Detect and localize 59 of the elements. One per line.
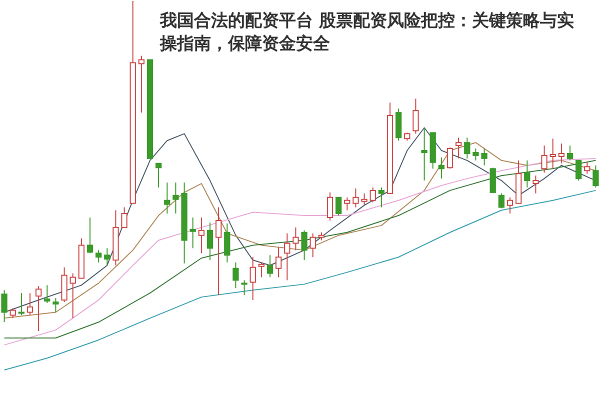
candlestick xyxy=(198,217,204,254)
candlestick xyxy=(86,217,94,254)
candlestick xyxy=(532,175,539,194)
candlestick xyxy=(52,298,59,313)
candlestick xyxy=(506,196,514,214)
candlestick xyxy=(258,262,264,278)
candlestick xyxy=(276,246,282,278)
candlestick xyxy=(412,98,419,134)
candlestick xyxy=(1,290,8,323)
candlestick xyxy=(266,254,274,278)
candlestick xyxy=(250,256,256,301)
candlestick xyxy=(584,162,590,174)
candlestick xyxy=(310,232,316,258)
candlestick xyxy=(301,230,308,261)
candlestick xyxy=(44,284,50,304)
candlestick xyxy=(472,148,479,161)
candlestick xyxy=(284,232,290,281)
candlestick xyxy=(541,145,548,174)
candlestick xyxy=(550,138,556,170)
candlestick xyxy=(524,160,530,188)
candlestick xyxy=(36,286,42,332)
candlestick xyxy=(566,145,574,161)
candlestick xyxy=(421,127,428,182)
candlestick xyxy=(216,206,222,296)
candlestick xyxy=(138,55,144,114)
candlestick xyxy=(172,182,179,214)
candlestick xyxy=(446,147,454,170)
candlestick xyxy=(464,137,470,159)
candlestick xyxy=(352,188,359,208)
candlestick xyxy=(344,196,350,211)
candlestick xyxy=(241,280,248,296)
candlestick xyxy=(104,248,110,266)
candlestick xyxy=(96,250,102,263)
candlestick xyxy=(121,206,128,228)
candlestick xyxy=(26,292,34,316)
candlestick xyxy=(456,137,462,159)
candlestick xyxy=(361,192,368,206)
candlestick xyxy=(70,272,76,319)
candlestick xyxy=(490,167,496,193)
candlestick xyxy=(232,262,239,289)
candlestick xyxy=(190,217,196,249)
candlestick xyxy=(156,162,162,188)
candlestick xyxy=(498,192,504,209)
candlestick xyxy=(206,222,214,261)
candlestick xyxy=(438,156,444,180)
candlestick xyxy=(592,164,599,188)
candlestick xyxy=(558,143,564,164)
candlestick xyxy=(224,222,230,263)
candlestick xyxy=(378,186,384,208)
text: 我国合法的配资平台 股票配资风险把控：关键策略与实操指南，保障资金安全 xyxy=(159,11,574,54)
candlestick xyxy=(336,196,342,216)
candlestick xyxy=(292,226,299,251)
candlestick xyxy=(326,192,334,221)
candlestick xyxy=(164,182,170,214)
candlestick xyxy=(481,148,488,166)
candlestick xyxy=(576,160,582,182)
candlestick xyxy=(370,186,376,203)
candlestick xyxy=(10,308,16,319)
candlestick xyxy=(18,292,24,316)
